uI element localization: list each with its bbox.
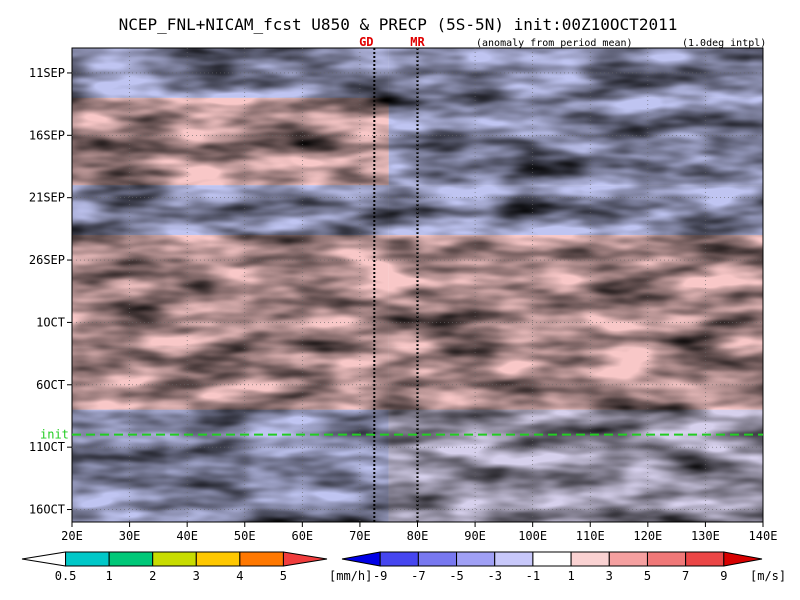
y-tick-label: 26SEP [29,253,65,267]
u850-swatch [341,551,381,567]
u850-level: -9 [373,569,387,583]
u850-swatch [456,551,496,567]
x-tick-label: 80E [407,529,429,543]
u850-level: 3 [606,569,613,583]
precip-swatch [21,551,67,567]
x-tick-label: 140E [749,529,778,543]
precip-swatch [152,551,197,567]
init-label: init [40,428,69,442]
chart-subtitle-left: (anomaly from period mean) [476,38,633,49]
x-tick-label: 120E [633,529,662,543]
u850-swatch [417,551,458,567]
u850-swatch [494,551,534,567]
u850-swatch [570,551,610,567]
u850-level: -3 [488,569,502,583]
x-tick-label: 90E [464,529,486,543]
y-tick-label: 11SEP [29,66,65,80]
y-tick-label: 1OCT [36,315,65,329]
u850-level: 9 [720,569,727,583]
precip-swatch [108,551,154,567]
x-axis: 20E 30E 40E 50E 60E 70E 80E 90E 100E 110E 120E 130E… [61,48,777,543]
x-tick-label: 110E [576,529,605,543]
u850-level: 7 [682,569,689,583]
y-tick-label: 11OCT [29,440,65,454]
u850-level: -1 [526,569,540,583]
u850-swatch [646,551,687,567]
u850-level: -5 [449,569,463,583]
precip-level: 5 [280,569,287,583]
x-tick-label: 50E [234,529,256,543]
x-tick-label: 20E [61,529,83,543]
precip-level: 1 [106,569,113,583]
precip-swatch [65,551,110,567]
precip-swatch [195,551,241,567]
u850-legend: -9 -7 -5 -3 -1 1 3 5 7 9 [m/s] [341,551,786,583]
u850-swatch [723,551,763,567]
precip-swatch [239,551,284,567]
marker-label-gd: GD [359,35,373,49]
x-tick-label: 60E [291,529,313,543]
u850-swatch [685,551,725,567]
precip-legend: 0.5 1 2 3 4 5 [mm/h] [21,551,372,583]
precip-level: 4 [236,569,243,583]
chart-title: NCEP_FNL+NICAM_fcst U850 & PRECP (5S-5N)… [119,15,678,34]
precip-level: 3 [193,569,200,583]
precip-unit: [mm/h] [329,569,372,583]
u850-swatch [532,551,572,567]
y-tick-label: 16SEP [29,128,65,142]
precip-level: 0.5 [55,569,77,583]
u850-swatch [608,551,648,567]
x-tick-label: 100E [518,529,547,543]
marker-label-mr: MR [410,35,425,49]
x-tick-label: 40E [176,529,198,543]
y-axis: 11SEP 16SEP 21SEP 26SEP 1OCT 6OCT 11OCT 16OCT [29,66,763,517]
x-tick-label: 30E [119,529,141,543]
u850-swatch [379,551,419,567]
y-tick-label: 16OCT [29,503,65,517]
u850-unit: [m/s] [750,569,786,583]
precip-level: 2 [149,569,156,583]
u850-level: -7 [411,569,425,583]
plot-area [72,48,763,522]
y-tick-label: 6OCT [36,378,65,392]
y-tick-label: 21SEP [29,191,65,205]
chart-subtitle-right: (1.0deg intpl) [682,38,766,49]
x-tick-label: 130E [691,529,720,543]
x-tick-label: 70E [349,529,371,543]
precip-swatch [282,551,328,567]
u850-level: 1 [567,569,574,583]
u850-level: 5 [644,569,651,583]
